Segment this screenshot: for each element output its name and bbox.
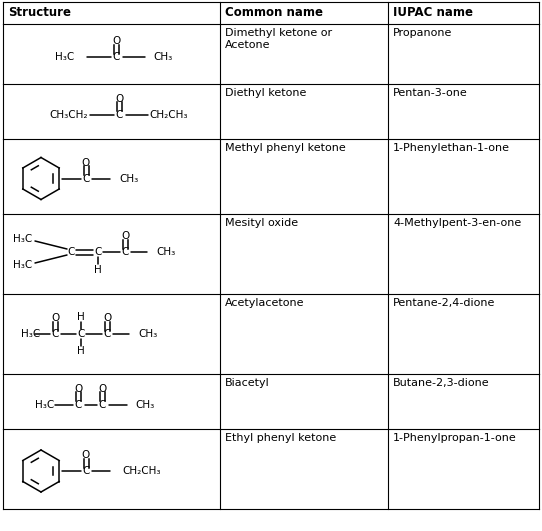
Text: C: C: [94, 247, 102, 257]
Text: O: O: [82, 158, 90, 167]
Text: C: C: [75, 399, 82, 409]
Text: O: O: [112, 36, 121, 46]
Text: Biacetyl: Biacetyl: [225, 378, 270, 388]
Text: Methyl phenyl ketone: Methyl phenyl ketone: [225, 143, 346, 153]
Text: CH₃: CH₃: [156, 247, 175, 257]
Text: H₃C: H₃C: [21, 329, 40, 339]
Text: O: O: [82, 450, 90, 460]
Text: O: O: [51, 313, 59, 323]
Text: CH₃CH₂: CH₃CH₂: [49, 109, 87, 119]
Text: IUPAC name: IUPAC name: [393, 6, 473, 20]
Text: C: C: [78, 329, 85, 339]
Text: O: O: [99, 383, 107, 393]
Text: 1-Phenylethan-1-one: 1-Phenylethan-1-one: [393, 143, 510, 153]
Text: H: H: [77, 312, 85, 322]
Text: Dimethyl ketone or
Acetone: Dimethyl ketone or Acetone: [225, 28, 332, 49]
Text: Pentan-3-one: Pentan-3-one: [393, 88, 468, 98]
Text: CH₂CH₃: CH₂CH₃: [122, 466, 160, 476]
Text: Structure: Structure: [8, 6, 71, 20]
Text: H₃C: H₃C: [14, 260, 33, 270]
Text: O: O: [103, 313, 111, 323]
Text: Pentane-2,4-dione: Pentane-2,4-dione: [393, 298, 495, 308]
Text: Mesityl oxide: Mesityl oxide: [225, 218, 298, 228]
Text: 1-Phenylpropan-1-one: 1-Phenylpropan-1-one: [393, 433, 517, 443]
Text: CH₃: CH₃: [138, 329, 157, 339]
Text: Ethyl phenyl ketone: Ethyl phenyl ketone: [225, 433, 336, 443]
Text: C: C: [82, 174, 89, 184]
Text: CH₂CH₃: CH₂CH₃: [150, 109, 188, 119]
Text: C: C: [82, 466, 89, 476]
Text: O: O: [121, 231, 129, 241]
Text: C: C: [104, 329, 111, 339]
Text: CH₃: CH₃: [119, 174, 138, 184]
Text: C: C: [51, 329, 59, 339]
Text: 4-Methylpent-3-en-one: 4-Methylpent-3-en-one: [393, 218, 521, 228]
Text: C: C: [116, 109, 123, 119]
Text: O: O: [74, 383, 82, 393]
Text: Butane-2,3-dione: Butane-2,3-dione: [393, 378, 489, 388]
Text: H: H: [94, 265, 102, 275]
Text: Propanone: Propanone: [393, 28, 453, 38]
Text: Common name: Common name: [225, 6, 323, 20]
Text: CH₃: CH₃: [153, 52, 173, 62]
Text: O: O: [115, 93, 124, 104]
Text: C: C: [67, 247, 75, 257]
Text: Acetylacetone: Acetylacetone: [225, 298, 305, 308]
Text: H₃C: H₃C: [35, 399, 55, 409]
Text: H₃C: H₃C: [14, 234, 33, 244]
Text: H₃C: H₃C: [55, 52, 74, 62]
Text: C: C: [121, 247, 128, 257]
Text: C: C: [113, 52, 120, 62]
Text: C: C: [99, 399, 106, 409]
Text: H: H: [77, 346, 85, 356]
Text: Diethyl ketone: Diethyl ketone: [225, 88, 306, 98]
Text: CH₃: CH₃: [136, 399, 155, 409]
